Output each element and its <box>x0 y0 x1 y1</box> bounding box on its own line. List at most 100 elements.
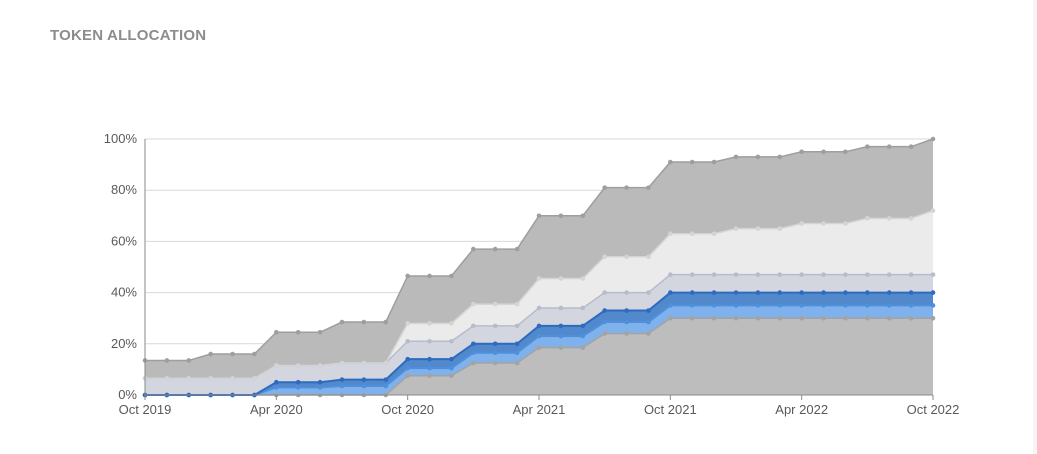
data-point <box>843 303 848 308</box>
data-point <box>646 290 651 295</box>
data-point <box>624 254 629 260</box>
data-point <box>274 385 279 390</box>
data-point <box>449 273 454 279</box>
data-point <box>536 305 542 311</box>
data-point <box>186 358 192 363</box>
data-point <box>492 350 498 356</box>
data-point <box>558 345 564 350</box>
data-point <box>339 383 345 389</box>
data-point <box>908 144 914 149</box>
data-point <box>492 323 498 329</box>
data-point <box>646 308 651 313</box>
data-point <box>624 331 629 336</box>
data-point <box>930 290 936 295</box>
data-point <box>668 303 673 308</box>
data-point <box>908 216 914 221</box>
data-point <box>908 315 914 321</box>
data-point <box>711 159 717 165</box>
data-point <box>689 315 695 321</box>
data-point <box>492 341 498 347</box>
data-point <box>558 333 564 339</box>
data-point <box>536 213 542 219</box>
data-point <box>777 315 783 321</box>
axes <box>144 139 934 400</box>
data-point <box>558 213 564 219</box>
data-point <box>405 356 410 362</box>
data-point <box>471 350 476 356</box>
data-point <box>274 363 279 368</box>
x-tick-label: Oct 2022 <box>907 402 960 417</box>
data-point <box>624 290 629 295</box>
data-point <box>777 226 783 231</box>
data-point <box>339 377 345 382</box>
panel-edge <box>1033 0 1037 454</box>
data-point <box>886 272 892 277</box>
data-point <box>449 321 454 326</box>
data-point <box>843 149 848 155</box>
data-point <box>536 333 542 339</box>
data-point <box>295 329 301 335</box>
data-point <box>602 254 607 260</box>
data-point <box>886 303 892 308</box>
data-point <box>317 385 323 390</box>
data-point <box>777 154 783 160</box>
data-point <box>843 221 848 226</box>
x-tick-label: Apr 2021 <box>513 402 566 417</box>
section-title: TOKEN ALLOCATION <box>50 27 207 44</box>
data-point <box>755 226 761 231</box>
data-point <box>295 363 301 368</box>
data-point <box>449 356 454 362</box>
data-point <box>908 290 914 295</box>
y-tick-label: 40% <box>111 285 137 300</box>
data-point <box>646 331 651 336</box>
data-point <box>668 231 673 237</box>
data-point <box>821 315 826 321</box>
data-point <box>230 351 235 357</box>
data-point <box>908 303 914 308</box>
data-point <box>799 221 804 226</box>
data-point <box>908 272 914 277</box>
data-point <box>930 315 936 321</box>
data-point <box>361 319 367 325</box>
data-point <box>580 323 586 329</box>
data-point <box>339 360 345 366</box>
x-tick-label: Oct 2020 <box>381 402 434 417</box>
data-point <box>821 221 826 226</box>
data-point <box>668 159 673 165</box>
series-area-6 <box>145 139 933 379</box>
data-point <box>536 345 542 350</box>
data-point <box>580 276 586 281</box>
data-point <box>689 303 695 308</box>
data-point <box>886 315 892 321</box>
y-tick-label: 60% <box>111 233 137 248</box>
data-point <box>821 290 826 295</box>
data-point <box>733 303 739 308</box>
data-point <box>383 319 389 325</box>
data-point <box>186 376 192 381</box>
data-point <box>405 273 410 279</box>
data-point <box>689 272 695 277</box>
x-tick-label: Apr 2022 <box>775 402 828 417</box>
data-point <box>711 290 717 295</box>
data-point <box>799 315 804 321</box>
data-point <box>711 303 717 308</box>
data-point <box>930 208 936 213</box>
data-point <box>689 231 695 237</box>
data-point <box>427 356 432 362</box>
data-point <box>602 308 607 313</box>
data-point <box>427 365 432 371</box>
data-point <box>164 376 170 381</box>
data-point <box>492 301 498 307</box>
y-axis-labels: 0% 20% 40% 60% 80% 100% <box>104 131 138 402</box>
data-point <box>317 363 323 368</box>
data-point <box>646 185 651 190</box>
data-point <box>449 365 454 371</box>
data-point <box>711 315 717 321</box>
data-point <box>164 358 170 363</box>
data-point <box>405 338 410 344</box>
data-point <box>361 383 367 389</box>
data-point <box>865 144 870 149</box>
data-point <box>602 331 607 336</box>
series-area-1 <box>145 318 933 395</box>
data-point <box>843 290 848 295</box>
